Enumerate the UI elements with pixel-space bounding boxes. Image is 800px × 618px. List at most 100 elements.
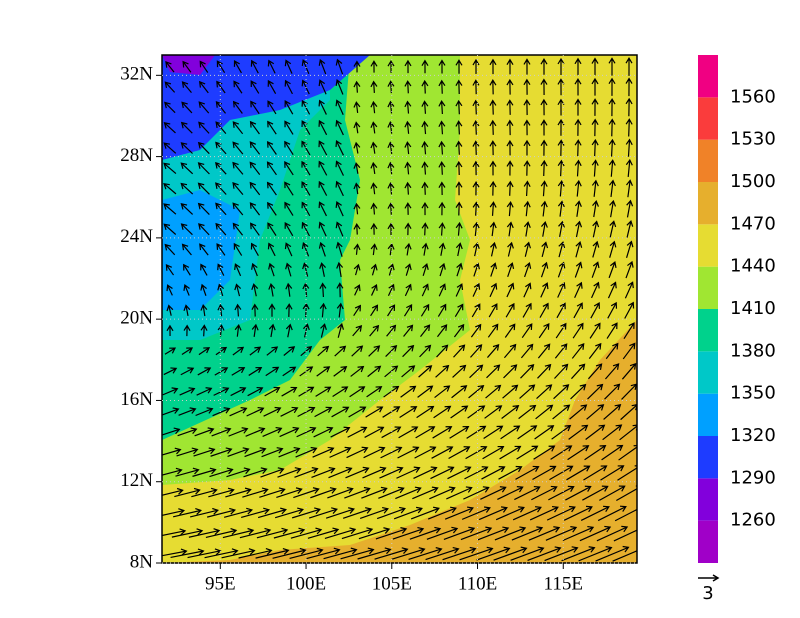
wind-arrow xyxy=(208,487,235,498)
wind-arrow xyxy=(490,262,498,277)
wind-arrow xyxy=(267,59,276,74)
wind-arrow xyxy=(587,363,603,380)
wind-arrow xyxy=(335,241,343,257)
wind-arrow xyxy=(215,202,227,216)
wind-arrow xyxy=(210,447,233,457)
axes: 95E 100E 105E 110E 115E 8N 12N 16N 20N 24N 28N 32N xyxy=(120,55,637,594)
wind-arrow xyxy=(586,404,605,420)
wind-arrow xyxy=(500,425,521,440)
wind-arrow xyxy=(335,140,345,156)
wind-arrow xyxy=(370,121,378,134)
wind-arrow xyxy=(495,506,525,521)
colorbar-box xyxy=(698,309,718,352)
wind-arrow xyxy=(464,466,489,480)
wind-arrow xyxy=(455,221,463,236)
wind-arrow xyxy=(330,426,351,438)
wind-arrow xyxy=(198,347,211,356)
fill-region xyxy=(162,55,215,75)
wind-arrow xyxy=(421,140,429,155)
wind-arrow xyxy=(180,203,194,215)
wind-arrow xyxy=(403,304,413,317)
wind-arrow xyxy=(454,303,464,318)
wind-arrow xyxy=(180,223,193,236)
wind-arrow xyxy=(335,180,344,197)
wind-arrow xyxy=(404,100,412,114)
wind-arrow xyxy=(451,385,468,399)
wind-arrow xyxy=(403,324,414,337)
wind-arrow xyxy=(370,263,378,276)
wind-arrow xyxy=(335,79,344,95)
wind-arrow xyxy=(318,99,327,115)
wind-arrow xyxy=(279,426,300,438)
wind-arrow xyxy=(455,59,463,74)
colorbar-box xyxy=(698,520,718,563)
wind-arrow xyxy=(361,486,388,499)
wind-arrow xyxy=(584,445,607,461)
wind-arrow xyxy=(262,426,283,437)
wind-arrow xyxy=(162,528,187,537)
wind-arrow xyxy=(535,404,554,420)
colorbar-label: 1260 xyxy=(730,510,776,531)
wind-arrow xyxy=(421,120,429,135)
wind-arrow xyxy=(301,181,311,196)
wind-arrow xyxy=(486,343,500,358)
wind-arrow xyxy=(453,323,465,338)
wind-arrow xyxy=(608,179,616,198)
wind-arrow xyxy=(197,367,212,376)
wind-arrow xyxy=(383,385,400,398)
wind-arrow xyxy=(285,262,292,277)
wind-arrow xyxy=(180,142,193,154)
wind-arrow xyxy=(329,446,352,458)
wind-arrow xyxy=(175,467,200,477)
wind-arrow xyxy=(575,220,583,238)
wind-arrow xyxy=(223,507,253,518)
wind-arrow xyxy=(266,181,277,196)
wind-arrow xyxy=(414,446,437,459)
wind-arrow xyxy=(198,121,210,134)
wind-arrow xyxy=(536,384,553,400)
contour-fill xyxy=(162,55,637,563)
wind-arrow xyxy=(375,527,408,540)
wind-arrow xyxy=(609,199,617,218)
wind-arrow xyxy=(625,260,634,279)
colorbar-box xyxy=(698,436,718,479)
x-tick-label: 105E xyxy=(372,573,412,594)
wind-arrow xyxy=(199,60,209,73)
wind-arrow xyxy=(251,323,259,337)
wind-arrow xyxy=(180,367,195,376)
wind-arrow xyxy=(162,548,188,557)
fill-region xyxy=(162,55,370,160)
wind-arrow xyxy=(481,466,506,480)
wind-arrow xyxy=(465,446,488,460)
colorbar: 1260 1290 1320 1350 1380 1410 1440 1470 1500 1530… xyxy=(698,55,776,563)
wind-arrow xyxy=(370,283,378,296)
wind-arrow xyxy=(538,322,550,339)
wind-arrow xyxy=(319,302,327,318)
wind-arrow xyxy=(625,158,633,178)
wind-arrow xyxy=(340,547,375,560)
wind-arrow xyxy=(357,547,392,560)
wind-arrow xyxy=(540,139,548,156)
colorbar-label: 1320 xyxy=(730,425,776,446)
colorbar-label: 1560 xyxy=(730,86,776,107)
wind-arrow xyxy=(232,141,244,155)
wind-arrow xyxy=(285,282,293,297)
wind-arrow xyxy=(400,385,417,398)
wind-arrow xyxy=(353,101,361,114)
wind-arrow xyxy=(429,486,456,500)
wind-arrow xyxy=(245,427,266,437)
wind-arrow xyxy=(214,367,229,376)
wind-arrow xyxy=(583,465,608,481)
wind-arrow xyxy=(613,529,637,542)
wind-arrow xyxy=(284,161,294,176)
wind-arrow xyxy=(370,182,378,195)
wind-arrow xyxy=(591,77,599,96)
wind-arrow xyxy=(162,447,182,456)
wind-arrow xyxy=(234,303,242,317)
wind-arrow xyxy=(395,486,422,500)
wind-arrow xyxy=(284,100,294,115)
wind-arrow xyxy=(523,180,531,197)
wind-arrow xyxy=(432,426,453,439)
wind-arrow xyxy=(364,426,385,438)
wind-arrow xyxy=(476,546,511,561)
